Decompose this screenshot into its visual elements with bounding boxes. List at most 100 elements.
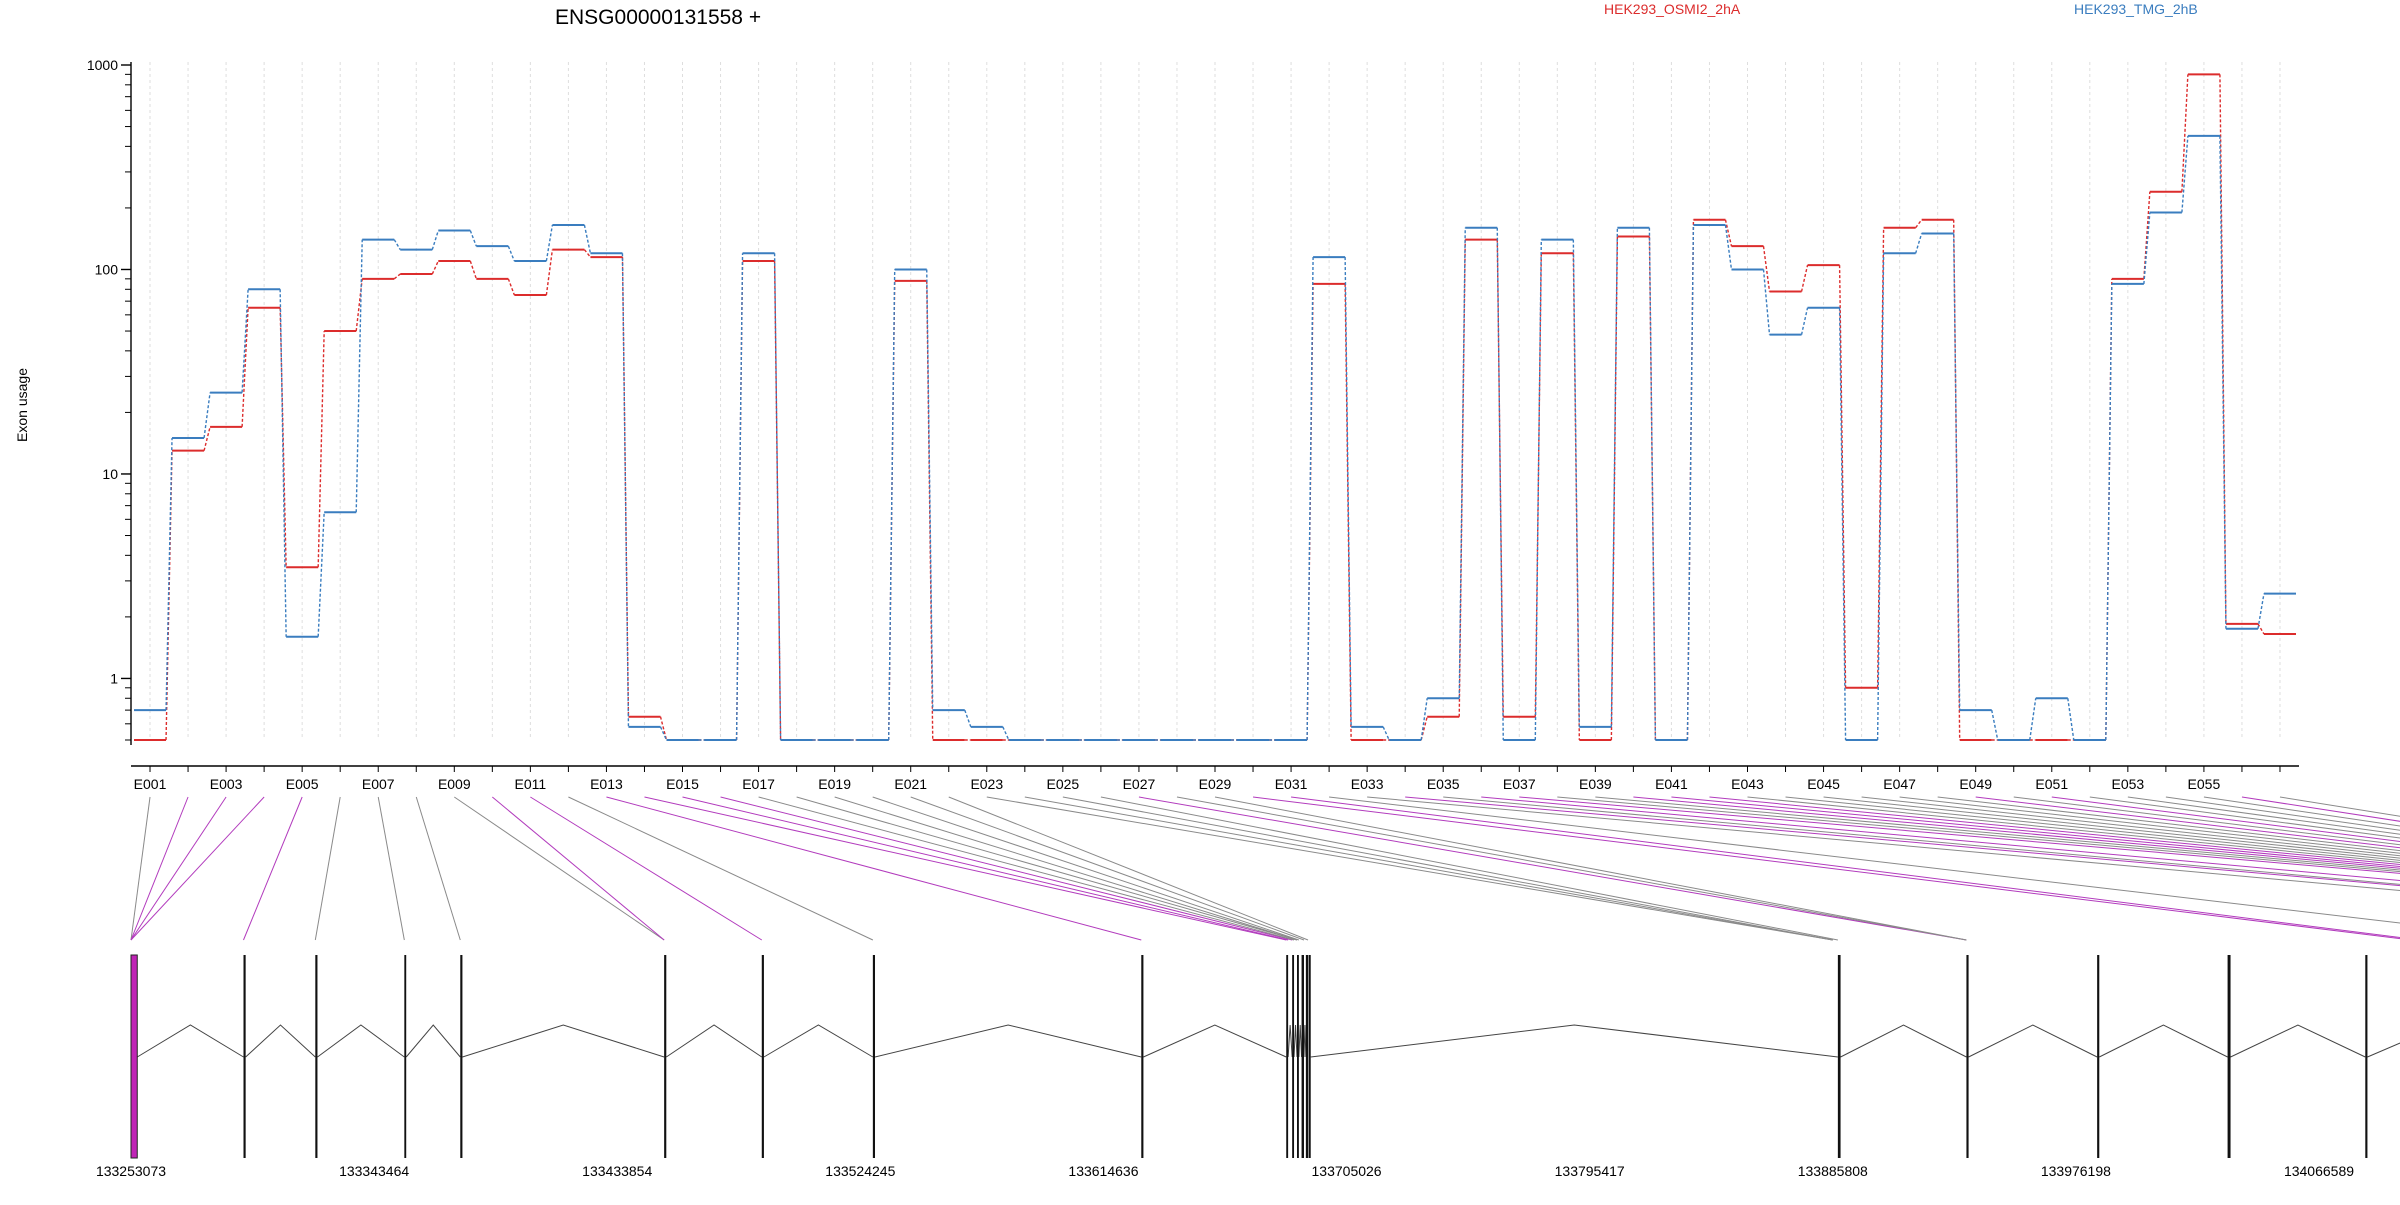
exon-tick-label: E025 [1047, 776, 1080, 792]
series-connector [2067, 698, 2075, 741]
exon-connector-line [1329, 796, 2400, 924]
series-connector [203, 392, 211, 439]
y-tick-label: 1 [110, 670, 118, 686]
intron-line [462, 1024, 665, 1058]
series-connector [1306, 257, 1314, 741]
exon-connector-line [644, 796, 1287, 941]
exon-connector-line [2241, 796, 2400, 822]
exon-connector-line [1861, 796, 2400, 857]
exon-connector-line [2051, 796, 2400, 842]
series-connector [1991, 709, 1999, 741]
exon-block [1286, 955, 1289, 1158]
exon-connector-line [1937, 796, 2400, 852]
exon-connector-line [1367, 796, 2400, 892]
exon-tick-label: E011 [515, 776, 547, 792]
exon-connector-line [530, 796, 763, 941]
exon-connector-line [1823, 796, 2400, 859]
exon-connector-line [834, 796, 1298, 941]
series-connector [1838, 307, 1847, 741]
series-connector [1952, 233, 1961, 711]
series-connector [507, 245, 515, 262]
exon-connector-line [1138, 796, 1967, 941]
exon-tick-label: E045 [1807, 776, 1840, 792]
exon-connector-line [2127, 796, 2400, 835]
exon-tick-label: E053 [2111, 776, 2144, 792]
series-connector [2143, 212, 2151, 284]
series-connector [469, 230, 477, 247]
exon-connector-line [1595, 796, 2400, 871]
exon-tick-label: E023 [970, 776, 1003, 792]
exon-connector-line [1443, 796, 2400, 885]
exon-block [243, 955, 246, 1158]
exon-tick-label: E047 [1883, 776, 1916, 792]
exon-block [1308, 955, 1311, 1158]
intron-line [137, 1024, 244, 1058]
exon-tick-label: E027 [1123, 776, 1156, 792]
exon-tick-label: E041 [1655, 776, 1688, 792]
exon-block [315, 955, 318, 1158]
genomic-tick-label: 133614636 [1068, 1163, 1138, 1179]
exon-connector-line [130, 796, 227, 941]
series-connector [355, 239, 363, 513]
series-connector [1762, 246, 1771, 292]
genomic-tick-label: 133795417 [1555, 1163, 1625, 1179]
exon-tick-label: E039 [1579, 776, 1612, 792]
exon-tick-label: E049 [1959, 776, 1992, 792]
series-connector [507, 278, 516, 296]
genomic-tick-label: 133976198 [2041, 1163, 2111, 1179]
series-connector [1382, 726, 1390, 741]
series-connector [1458, 239, 1466, 717]
exon-connector-line [1785, 796, 2400, 861]
genomic-tick-label: 133253073 [96, 1163, 166, 1179]
exon-tick-label: E037 [1503, 776, 1536, 792]
exon-block [1966, 955, 1969, 1158]
series-connector [1572, 239, 1581, 727]
exon-block [2227, 955, 2231, 1158]
series-connector [2181, 74, 2189, 192]
exon-tick-label: E005 [286, 776, 319, 792]
exon-connector-line [1100, 796, 1838, 941]
genomic-tick-label: 133343464 [339, 1163, 409, 1179]
exon-tick-label: E015 [666, 776, 699, 792]
series-connector [1458, 227, 1466, 699]
series-connector [393, 239, 401, 251]
series-connector [355, 278, 363, 332]
intron-line [405, 1024, 461, 1058]
exon-tick-label: E017 [742, 776, 775, 792]
series-connector [1496, 227, 1504, 741]
series-connector [241, 289, 249, 393]
exon-connector-line [796, 796, 1298, 941]
exon-connector-line [568, 796, 874, 941]
exon-connector-line [758, 796, 1295, 941]
intron-line [1303, 1024, 1307, 1058]
series-connector [773, 253, 782, 741]
exon-connector-line [2089, 796, 2400, 839]
series-connector [1344, 257, 1352, 727]
exon-block [1292, 955, 1295, 1158]
series-connector [2181, 135, 2189, 213]
exon-connector-line [1633, 796, 2400, 869]
exon-connector-line [1899, 796, 2400, 854]
intron-line [874, 1024, 1142, 1058]
series-connector [1420, 716, 1428, 741]
exon-connector-line [1405, 796, 2400, 887]
exon-tick-label: E013 [590, 776, 623, 792]
exon-connector-line [1214, 796, 1967, 941]
series-connector [1686, 225, 1695, 741]
exon-block [2097, 955, 2100, 1158]
series-connector [1724, 219, 1733, 247]
exon-connector-line [415, 796, 461, 941]
series-2 [134, 134, 2296, 741]
series-connector [279, 289, 287, 637]
intron-line [2230, 1024, 2366, 1058]
series-connector [165, 437, 173, 711]
exon-connector-line [130, 796, 265, 941]
series-connector [1496, 239, 1504, 717]
intron-line [317, 1024, 405, 1058]
exon-connector-line [1671, 796, 2400, 867]
series-connector [1610, 236, 1619, 741]
intron-line [2367, 1042, 2400, 1058]
series-connector [2143, 191, 2151, 279]
exon-block [130, 954, 138, 1159]
